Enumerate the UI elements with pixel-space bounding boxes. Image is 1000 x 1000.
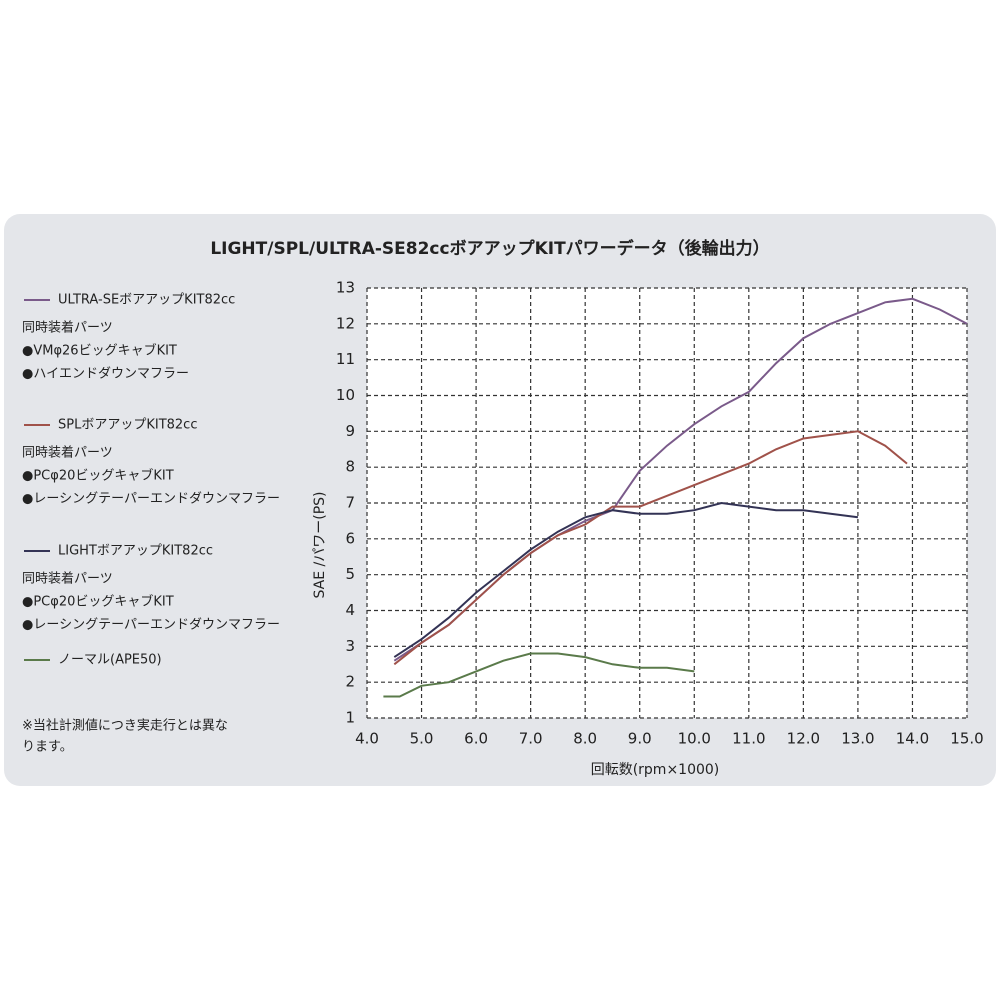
y-tick-label: 9 [345,422,355,440]
y-tick-label: 2 [345,673,355,691]
x-axis-label: 回転数(rpm×1000) [591,762,720,778]
y-tick-label: 11 [336,350,355,368]
y-tick-label: 7 [345,494,355,512]
y-tick-label: 4 [345,601,355,619]
series-line [393,430,908,666]
legend-label: SPLボアアップKIT82cc [58,418,197,433]
y-tick-label: 3 [345,637,355,655]
legend-part: ●レーシングテーパーエンドダウンマフラー [22,618,280,633]
y-tick-label: 10 [336,386,355,404]
y-tick-label: 1 [345,709,355,727]
x-tick-label: 4.0 [355,730,379,748]
series-line [393,501,859,658]
y-tick-label: 5 [345,565,355,583]
legend-label: LIGHTボアアップKIT82cc [58,544,213,559]
x-tick-label: 6.0 [464,730,488,748]
series-line [383,652,695,698]
y-axis-label: SAE /パワー(PS) [312,492,328,599]
legend-part: ●PCφ20ビッグキャブKIT [22,468,174,484]
legend-parts-heading: 同時装着パーツ [22,571,113,587]
chart-title: LIGHT/SPL/ULTRA-SE82ccボアアップKITパワーデータ（後輪出… [210,238,769,259]
plot-area [367,288,967,718]
x-tick-label: 14.0 [896,730,929,748]
x-tick-label: 11.0 [732,730,765,748]
legend-label: ノーマル(APE50) [58,653,162,668]
note: ※当社計測値につき実走行とは異な [22,718,228,734]
note: ります。 [22,740,73,755]
y-tick-label: 8 [345,458,355,476]
y-tick-label: 13 [336,279,355,297]
legend-part: ●レーシングテーパーエンドダウンマフラー [22,492,280,507]
x-tick-label: 5.0 [410,730,434,748]
y-tick-label: 12 [336,314,355,332]
x-tick-label: 13.0 [841,730,874,748]
x-tick-label: 7.0 [519,730,543,748]
legend-label: ULTRA-SEボアアップKIT82cc [58,293,235,308]
x-tick-label: 12.0 [787,730,820,748]
legend-part: ●PCφ20ビッグキャブKIT [22,594,174,610]
legend-parts-heading: 同時装着パーツ [22,320,113,336]
legend-part: ●VMφ26ビッグキャブKIT [22,343,177,359]
y-tick-label: 6 [345,529,355,547]
x-tick-label: 9.0 [628,730,652,748]
x-tick-label: 8.0 [573,730,597,748]
legend-parts-heading: 同時装着パーツ [22,445,113,461]
legend-part: ●ハイエンドダウンマフラー [22,367,189,382]
x-tick-label: 10.0 [678,730,711,748]
x-tick-label: 15.0 [950,730,983,748]
